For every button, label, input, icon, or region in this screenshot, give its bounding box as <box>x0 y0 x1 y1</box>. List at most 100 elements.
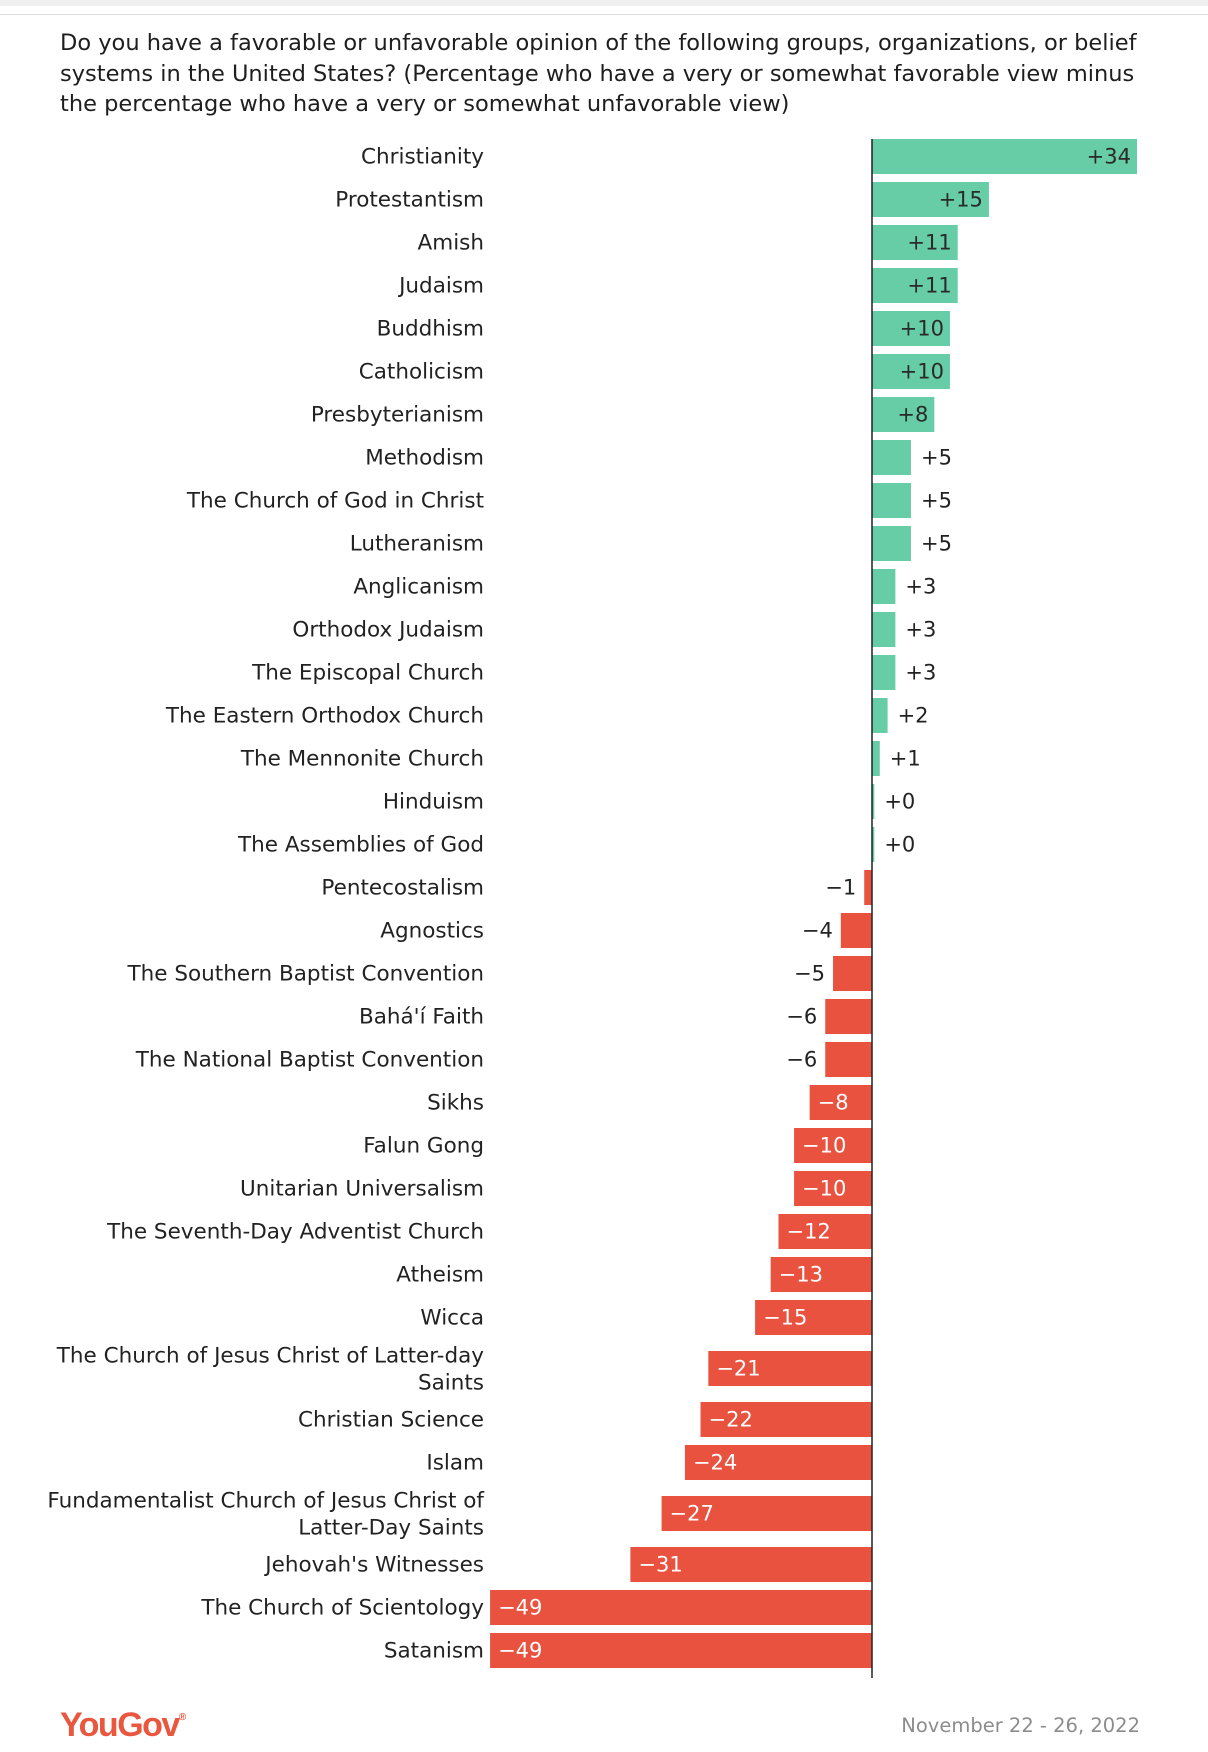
category-label: Pentecostalism <box>321 876 484 901</box>
value-label: −5 <box>794 962 825 986</box>
value-label: +11 <box>907 231 951 255</box>
category-label: The Seventh-Day Adventist Church <box>106 1220 484 1245</box>
value-label: −12 <box>786 1220 830 1244</box>
category-label: The Church of God in Christ <box>186 489 484 514</box>
value-label: −6 <box>786 1005 817 1029</box>
value-label: −13 <box>779 1263 823 1287</box>
bar-30 <box>700 1402 872 1437</box>
bar-8 <box>872 440 911 475</box>
bar-18 <box>864 870 872 905</box>
value-label: +10 <box>900 317 944 341</box>
category-label: Amish <box>418 231 484 256</box>
bar-34 <box>490 1590 872 1625</box>
bar-6 <box>872 354 950 389</box>
value-label: −27 <box>670 1502 714 1526</box>
category-label-line: Latter-Day Saints <box>298 1516 484 1541</box>
value-label: −15 <box>763 1306 807 1330</box>
value-label: +5 <box>921 532 952 556</box>
chart-question: Do you have a favorable or unfavorable o… <box>60 30 1137 117</box>
bar-29 <box>708 1351 872 1386</box>
category-label: Unitarian Universalism <box>240 1177 484 1202</box>
category-label: Christianity <box>361 145 484 170</box>
bar-11 <box>872 569 896 604</box>
category-label: Atheism <box>396 1263 484 1288</box>
bar-3 <box>872 225 958 260</box>
category-label: The Southern Baptist Convention <box>127 962 484 987</box>
bar-21 <box>825 999 872 1034</box>
yougov-logo: YouGov® <box>60 1706 187 1744</box>
value-label: +10 <box>900 360 944 384</box>
bar-5 <box>872 311 950 346</box>
value-label: −21 <box>716 1357 760 1381</box>
value-label: −10 <box>802 1134 846 1158</box>
category-label: Jehovah's Witnesses <box>263 1553 484 1578</box>
value-label: +1 <box>890 747 921 771</box>
bar-27 <box>770 1257 872 1292</box>
category-label: The Episcopal Church <box>251 661 484 686</box>
bar-25 <box>794 1171 872 1206</box>
value-label: −22 <box>709 1408 753 1432</box>
value-label: +2 <box>898 704 929 728</box>
category-label: Sikhs <box>427 1091 484 1116</box>
value-label: −49 <box>498 1596 542 1620</box>
category-label: Christian Science <box>298 1408 484 1433</box>
value-label: +3 <box>905 618 936 642</box>
value-label: −24 <box>693 1451 737 1475</box>
bar-24 <box>794 1128 872 1163</box>
category-label: Satanism <box>384 1639 484 1664</box>
category-label: Agnostics <box>380 919 484 944</box>
bar-19 <box>840 913 872 948</box>
category-label-line: Saints <box>418 1371 484 1396</box>
category-label-line: Fundamentalist Church of Jesus Christ of <box>47 1489 484 1514</box>
bar-16 <box>872 784 875 819</box>
survey-date: November 22 - 26, 2022 <box>901 1714 1140 1737</box>
bar-14 <box>872 698 888 733</box>
category-label: Fundamentalist Church of Jesus Christ of… <box>47 1489 484 1541</box>
category-label: The Church of Jesus Christ of Latter-day… <box>56 1344 484 1396</box>
bar-33 <box>630 1547 872 1582</box>
value-label: +0 <box>884 790 915 814</box>
category-label: The Church of Scientology <box>200 1596 484 1621</box>
value-label: −1 <box>825 876 856 900</box>
category-label: Anglicanism <box>353 575 484 600</box>
bar-26 <box>778 1214 872 1249</box>
category-label: Bahá'í Faith <box>359 1005 484 1030</box>
value-label: −10 <box>802 1177 846 1201</box>
category-label: Wicca <box>420 1306 484 1331</box>
value-label: +15 <box>939 188 983 212</box>
bar-4 <box>872 268 958 303</box>
bar-20 <box>833 956 872 991</box>
value-label: +8 <box>897 403 928 427</box>
bar-32 <box>661 1496 872 1531</box>
category-label: Methodism <box>365 446 484 471</box>
bar-35 <box>490 1633 872 1668</box>
category-label: Orthodox Judaism <box>292 618 484 643</box>
value-label: +5 <box>921 446 952 470</box>
bar-13 <box>872 655 896 690</box>
bar-31 <box>684 1445 872 1480</box>
category-label: Protestantism <box>335 188 484 213</box>
bar-12 <box>872 612 896 647</box>
category-label: Hinduism <box>383 790 484 815</box>
value-label: −6 <box>786 1048 817 1072</box>
value-label: +0 <box>884 833 915 857</box>
bar-17 <box>872 827 875 862</box>
category-label: Judaism <box>397 274 484 299</box>
category-label: Lutheranism <box>350 532 484 557</box>
category-label: The Eastern Orthodox Church <box>165 704 484 729</box>
bar-2 <box>872 182 989 217</box>
bar-9 <box>872 483 911 518</box>
category-label: Falun Gong <box>363 1134 484 1159</box>
category-label: Catholicism <box>359 360 484 385</box>
value-label: +3 <box>905 661 936 685</box>
bar-10 <box>872 526 911 561</box>
bar-23 <box>809 1085 872 1120</box>
bar-22 <box>825 1042 872 1077</box>
value-label: −49 <box>498 1639 542 1663</box>
value-label: −4 <box>802 919 833 943</box>
bar-15 <box>872 741 880 776</box>
bar-1 <box>872 139 1137 174</box>
bar-28 <box>755 1300 872 1335</box>
category-label-line: The Church of Jesus Christ of Latter-day <box>56 1344 484 1369</box>
